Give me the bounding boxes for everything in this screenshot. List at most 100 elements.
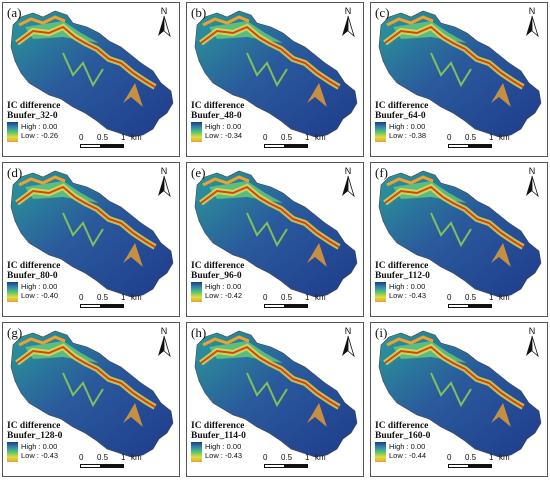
outlet-fan <box>491 403 511 427</box>
scale-unit: km <box>131 453 142 462</box>
legend-low: Low : -0.43 <box>205 451 243 460</box>
scale-tick-2: 1 <box>305 453 310 462</box>
scale-unit: km <box>499 133 510 142</box>
watershed-map <box>194 330 358 458</box>
legend-title: IC difference <box>191 261 245 271</box>
legend-high: High : 0.00 <box>21 122 58 131</box>
main-channel-core <box>200 185 340 248</box>
north-label: N <box>344 166 352 176</box>
scale-tick-0: 0 <box>447 293 452 302</box>
legend-color-ramp <box>375 282 386 302</box>
scale-unit: km <box>499 293 510 302</box>
legend-color-ramp <box>7 282 18 302</box>
north-arrow-icon <box>158 15 171 38</box>
north-label: N <box>160 166 168 176</box>
legend-color-ramp <box>191 442 202 462</box>
scale-unit: km <box>131 133 142 142</box>
panel-label: (a) <box>7 5 22 20</box>
side-valley <box>430 52 472 88</box>
north-arrow-icon <box>526 175 539 198</box>
legend-low: Low : -0.40 <box>21 291 59 300</box>
north-arrow: N <box>339 6 357 40</box>
map-panel-i: (i) N IC difference Buufer_160-0 High : … <box>370 322 548 477</box>
north-arrow: N <box>155 6 173 40</box>
legend-title: IC difference <box>7 421 61 431</box>
scale-segment-2 <box>101 144 124 148</box>
panel-label: (c) <box>375 5 390 20</box>
scale-bar: 0 0.5 1 km <box>445 293 535 313</box>
scale-segment-1 <box>448 464 469 468</box>
north-label: N <box>344 6 352 16</box>
outlet-fan <box>123 83 143 107</box>
legend-high: High : 0.00 <box>389 122 426 131</box>
side-valley <box>62 212 104 248</box>
panel-label: (h) <box>191 325 207 340</box>
scale-tick-0: 0 <box>263 133 268 142</box>
buffer-label: Buufer_160-0 <box>375 431 431 441</box>
upper-branch <box>386 335 434 347</box>
panel-label: (e) <box>191 165 206 180</box>
north-arrow: N <box>155 326 173 360</box>
scale-tick-0: 0 <box>79 293 84 302</box>
side-valley <box>246 372 288 408</box>
north-label: N <box>528 6 536 16</box>
scale-tick-2: 1 <box>489 453 494 462</box>
upper-branch <box>18 15 66 27</box>
legend: IC difference Buufer_128-0 High : 0.00 L… <box>7 421 82 462</box>
scale-segment-2 <box>469 464 492 468</box>
legend: IC difference Buufer_112-0 High : 0.00 L… <box>375 261 450 302</box>
legend: IC difference Buufer_32-0 High : 0.00 Lo… <box>7 101 82 142</box>
scale-tick-0: 0 <box>79 453 84 462</box>
watershed-boundary <box>378 10 542 138</box>
scale-tick-2: 1 <box>121 133 126 142</box>
upper-branch <box>386 15 434 27</box>
map-panel-e: (e) N IC difference Buufer_96-0 High : 0… <box>186 162 364 317</box>
panel-label: (g) <box>7 325 23 340</box>
scale-unit: km <box>315 453 326 462</box>
scale-unit: km <box>315 293 326 302</box>
scale-tick-1: 0.5 <box>465 293 477 302</box>
scale-segment-2 <box>469 144 492 148</box>
legend-title: IC difference <box>191 101 245 111</box>
legend-high: High : 0.00 <box>21 282 58 291</box>
legend-color-ramp <box>375 122 386 142</box>
scale-tick-0: 0 <box>79 133 84 142</box>
main-channel-core <box>384 25 524 88</box>
legend-title: IC difference <box>191 421 245 431</box>
legend-high: High : 0.00 <box>21 442 58 451</box>
legend-color-ramp <box>7 122 18 142</box>
watershed-boundary <box>378 330 542 458</box>
watershed-boundary <box>194 10 358 138</box>
north-arrow-icon <box>158 335 171 358</box>
north-label: N <box>160 6 168 16</box>
legend-low: Low : -0.26 <box>21 131 59 140</box>
legend-title: IC difference <box>375 421 429 431</box>
legend: IC difference Buufer_80-0 High : 0.00 Lo… <box>7 261 82 302</box>
legend-low: Low : -0.34 <box>205 131 243 140</box>
north-arrow-icon <box>158 175 171 198</box>
scale-bar: 0 0.5 1 km <box>77 133 167 153</box>
scale-segment-1 <box>264 464 285 468</box>
outlet-fan <box>307 83 327 107</box>
north-arrow: N <box>339 326 357 360</box>
scale-tick-1: 0.5 <box>97 293 109 302</box>
scale-segment-1 <box>264 144 285 148</box>
map-panel-h: (h) N IC difference Buufer_114-0 High : … <box>186 322 364 477</box>
legend-color-ramp <box>191 282 202 302</box>
legend: IC difference Buufer_96-0 High : 0.00 Lo… <box>191 261 266 302</box>
scale-tick-1: 0.5 <box>465 133 477 142</box>
north-label: N <box>528 326 536 336</box>
legend-color-ramp <box>375 442 386 462</box>
scale-bar: 0 0.5 1 km <box>261 133 351 153</box>
main-channel-core <box>16 345 156 408</box>
outlet-fan <box>307 403 327 427</box>
north-arrow: N <box>523 326 541 360</box>
side-valley <box>430 372 472 408</box>
scale-unit: km <box>131 293 142 302</box>
north-arrow: N <box>523 166 541 200</box>
upper-branch <box>202 335 250 347</box>
north-arrow-icon <box>526 15 539 38</box>
north-arrow-icon <box>342 175 355 198</box>
buffer-label: Buufer_112-0 <box>375 271 430 281</box>
